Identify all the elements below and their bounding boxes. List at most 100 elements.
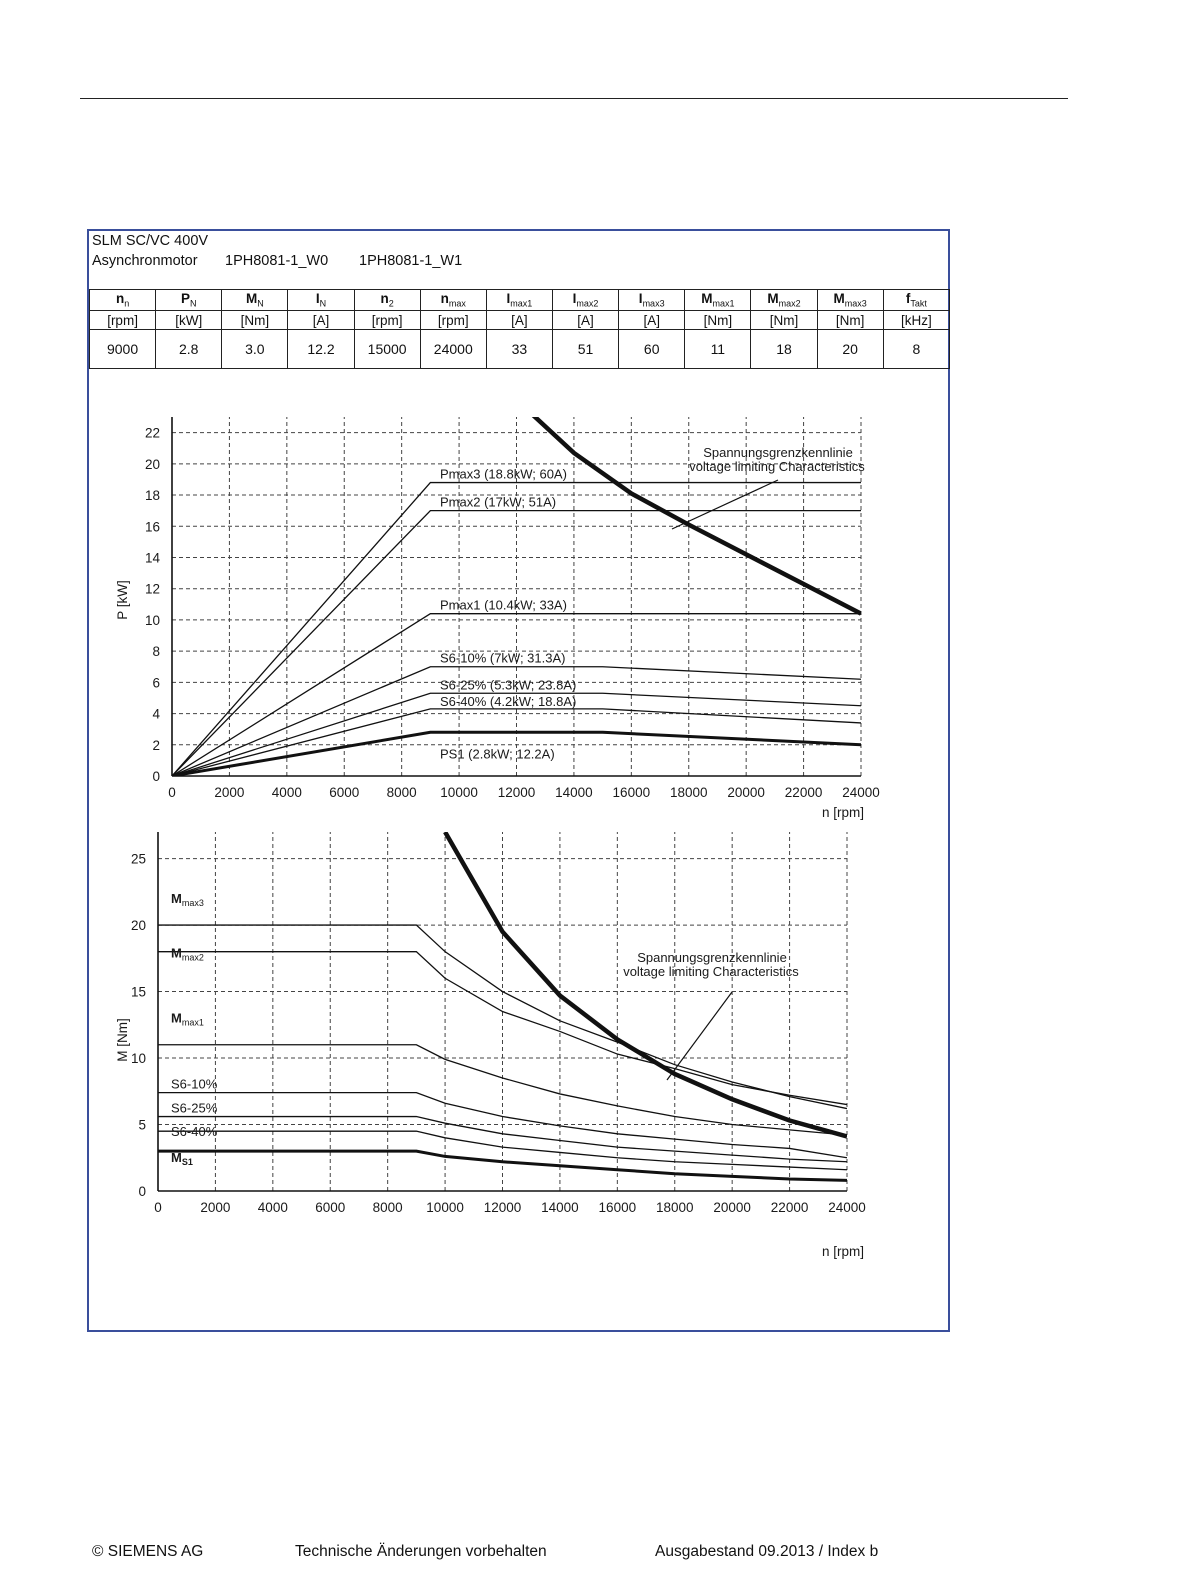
spec-symbol-9: Mmax1	[684, 289, 752, 311]
annotation-line1: Spannungsgrenzkennlinie	[637, 950, 787, 965]
annotation-line2: voltage limiting Characteristics	[689, 459, 865, 474]
spec-symbol-text: M	[701, 291, 713, 307]
series-label-4: S6-25% (5.3kW; 23.8A)	[440, 677, 576, 692]
spec-symbol-subscript: 2	[388, 298, 394, 309]
x-tick-label: 18000	[670, 785, 708, 800]
header-model-w0: 1PH8081-1_W0	[225, 253, 329, 269]
spec-value-2: 3.0	[221, 329, 289, 369]
y-tick-label: 0	[138, 1184, 146, 1199]
y-tick-label: 0	[152, 769, 160, 784]
x-tick-label: 10000	[440, 785, 478, 800]
series-line-4	[172, 692, 861, 776]
y-tick-label: 6	[152, 675, 160, 690]
x-tick-label: 22000	[785, 785, 823, 800]
series-label-5: S6-40%	[171, 1124, 218, 1139]
series-line-3	[172, 666, 861, 776]
spec-symbol-text: M	[833, 291, 845, 307]
spec-symbol-subscript: max1	[712, 298, 735, 309]
spec-symbol-subscript: max3	[642, 298, 665, 309]
spec-value-4: 15000	[353, 329, 421, 369]
series-label-6: MS1	[171, 1150, 193, 1167]
series-label-0: Pmax3 (18.8kW; 60A)	[440, 467, 567, 482]
spec-value-10: 18	[750, 329, 818, 369]
y-tick-label: 20	[145, 457, 160, 472]
series-line-6	[158, 1149, 847, 1182]
series-line-6	[172, 730, 861, 776]
spec-symbol-text: I	[506, 291, 511, 307]
y-tick-label: 25	[131, 852, 146, 867]
series-line-1	[172, 510, 861, 776]
spec-value-1: 2.8	[155, 329, 223, 369]
x-tick-label: 14000	[555, 785, 593, 800]
y-tick-label: 16	[145, 519, 160, 534]
series-line-7	[443, 832, 847, 1139]
x-tick-label: 24000	[842, 785, 880, 800]
spec-symbol-text: I	[315, 291, 320, 307]
series-label-0: Mmax3	[171, 891, 204, 908]
series-line-1	[158, 951, 847, 1106]
spec-value-9: 11	[684, 329, 752, 369]
top-rule	[80, 98, 1068, 99]
chart-torque: 0 2000 4000 6000 8000 10000 12000 14000 16000 180…	[115, 832, 866, 1259]
spec-value-0: 9000	[88, 329, 157, 369]
series-label-3: S6-10% (7kW; 31.3A)	[440, 651, 565, 666]
x-tick-label: 2000	[200, 1200, 230, 1215]
annotation-line1: Spannungsgrenzkennlinie	[703, 445, 853, 460]
series-line-5	[172, 708, 861, 776]
x-axis-label: n [rpm]	[822, 1244, 864, 1259]
y-tick-label: 18	[145, 488, 160, 503]
series-label-2: Pmax1 (10.4kW; 33A)	[440, 598, 567, 613]
spec-unit-12: [kHz]	[882, 310, 951, 330]
annotation-leader	[666, 991, 733, 1081]
spec-symbol-subscript: max2	[576, 298, 599, 309]
x-axis-label: n [rpm]	[822, 805, 864, 820]
x-tick-label: 0	[154, 1200, 162, 1215]
spec-value-3: 12.2	[287, 329, 355, 369]
x-tick-label: 16000	[599, 1200, 637, 1215]
footer-copyright: © SIEMENS AG	[92, 1543, 204, 1560]
header-line1: SLM SC/VC 400V	[92, 233, 209, 249]
x-tick-label: 20000	[727, 785, 765, 800]
series-label-1: Pmax2 (17kW; 51A)	[440, 495, 556, 510]
x-tick-label: 22000	[771, 1200, 809, 1215]
x-tick-label: 24000	[828, 1200, 866, 1215]
spec-symbol-text: n	[115, 291, 125, 307]
annotation-line2: voltage limiting Characteristics	[623, 964, 799, 979]
header-model-w1: 1PH8081-1_W1	[359, 253, 463, 269]
chart-power: 0 2000 4000 6000 8000 10000 12000 14000 16000 180…	[115, 417, 880, 820]
header-motor-type: Asynchronmotor	[92, 253, 198, 269]
spec-unit-3: [A]	[287, 310, 355, 330]
series-line-2	[158, 1044, 847, 1136]
x-tick-label: 4000	[272, 785, 302, 800]
x-tick-label: 6000	[329, 785, 359, 800]
x-tick-label: 16000	[613, 785, 651, 800]
spec-value-8: 60	[618, 329, 686, 369]
series-label-2: Mmax1	[171, 1011, 204, 1028]
series-label-4: S6-25%	[171, 1101, 218, 1116]
spec-value-5: 24000	[419, 329, 487, 369]
series-label-5: S6-40% (4.2kW; 18.8A)	[440, 694, 576, 709]
spec-value-6: 33	[485, 329, 553, 369]
x-tick-label: 12000	[484, 1200, 522, 1215]
spec-table: nn PN MN IN n2 nmax Imax1 Imax2 Imax3 Mmax1 Mmax2 M…	[88, 289, 951, 369]
spec-unit-2: [Nm]	[221, 310, 289, 330]
spec-symbol-subscript: max3	[844, 298, 867, 309]
spec-symbol-subscript: n	[124, 298, 130, 309]
x-tick-label: 12000	[498, 785, 536, 800]
series-label-3: S6-10%	[171, 1077, 218, 1092]
series-line-3	[158, 1091, 847, 1159]
x-tick-label: 4000	[258, 1200, 288, 1215]
footer-notice: Technische Änderungen vorbehalten	[295, 1543, 547, 1560]
y-tick-label: 8	[152, 644, 160, 659]
spec-symbol-text: I	[572, 291, 577, 307]
spec-unit-4: [rpm]	[353, 310, 421, 330]
spec-symbol-subscript: N	[257, 298, 264, 309]
series-line-2	[172, 613, 861, 776]
spec-symbol-subscript: N	[319, 298, 327, 309]
series-line-7	[531, 417, 861, 616]
x-tick-label: 6000	[315, 1200, 345, 1215]
series-line-5	[158, 1130, 847, 1171]
footer-edition: Ausgabestand 09.2013 / Index b	[655, 1543, 879, 1560]
spec-symbol-subscript: max1	[510, 298, 533, 309]
